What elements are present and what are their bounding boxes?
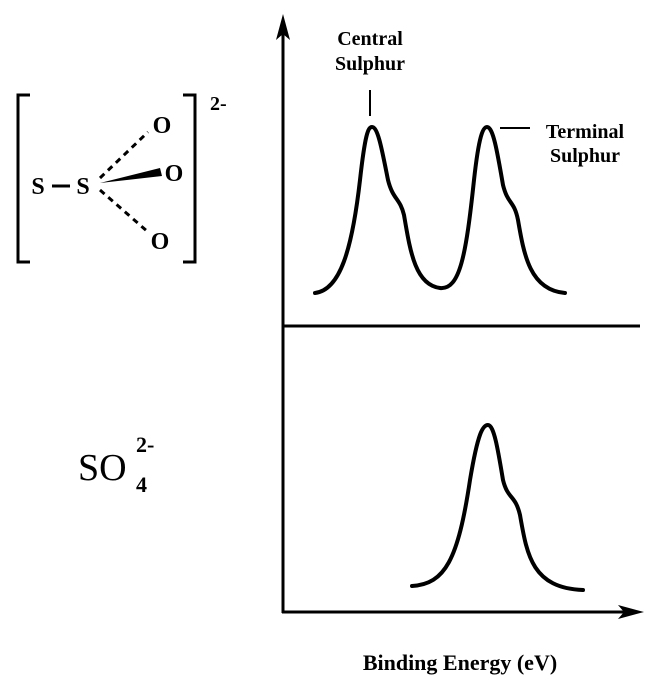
spectrum-thiosulfate	[313, 125, 567, 295]
dashed-bond	[99, 188, 149, 234]
annotation: Terminal	[546, 121, 625, 143]
charge: 2-	[210, 93, 227, 115]
sulfate-formula: SO 4 2-	[78, 432, 154, 497]
atom-label: S	[76, 174, 89, 200]
dashed-bond	[98, 130, 150, 180]
formula: SO	[78, 447, 127, 489]
left-bracket	[16, 93, 30, 264]
annotation: Central	[337, 28, 403, 50]
annotation: Sulphur	[335, 53, 405, 75]
atom-label: O	[153, 113, 172, 139]
spectrum-sulfate	[410, 423, 585, 592]
atom-label: O	[151, 229, 170, 255]
wedge-bond	[100, 168, 162, 183]
atom-label: O	[165, 161, 184, 187]
y-arrow	[276, 14, 290, 40]
subscript: 4	[136, 472, 147, 497]
superscript: 2-	[136, 432, 154, 457]
x-arrow	[618, 605, 644, 619]
annotation: Sulphur	[550, 145, 620, 167]
right-bracket	[183, 93, 197, 264]
thiosulfate-structure: S S O O O 2-	[16, 93, 227, 264]
atom-label: S	[31, 174, 44, 200]
x-axis-label: Binding Energy (eV)	[363, 650, 557, 675]
